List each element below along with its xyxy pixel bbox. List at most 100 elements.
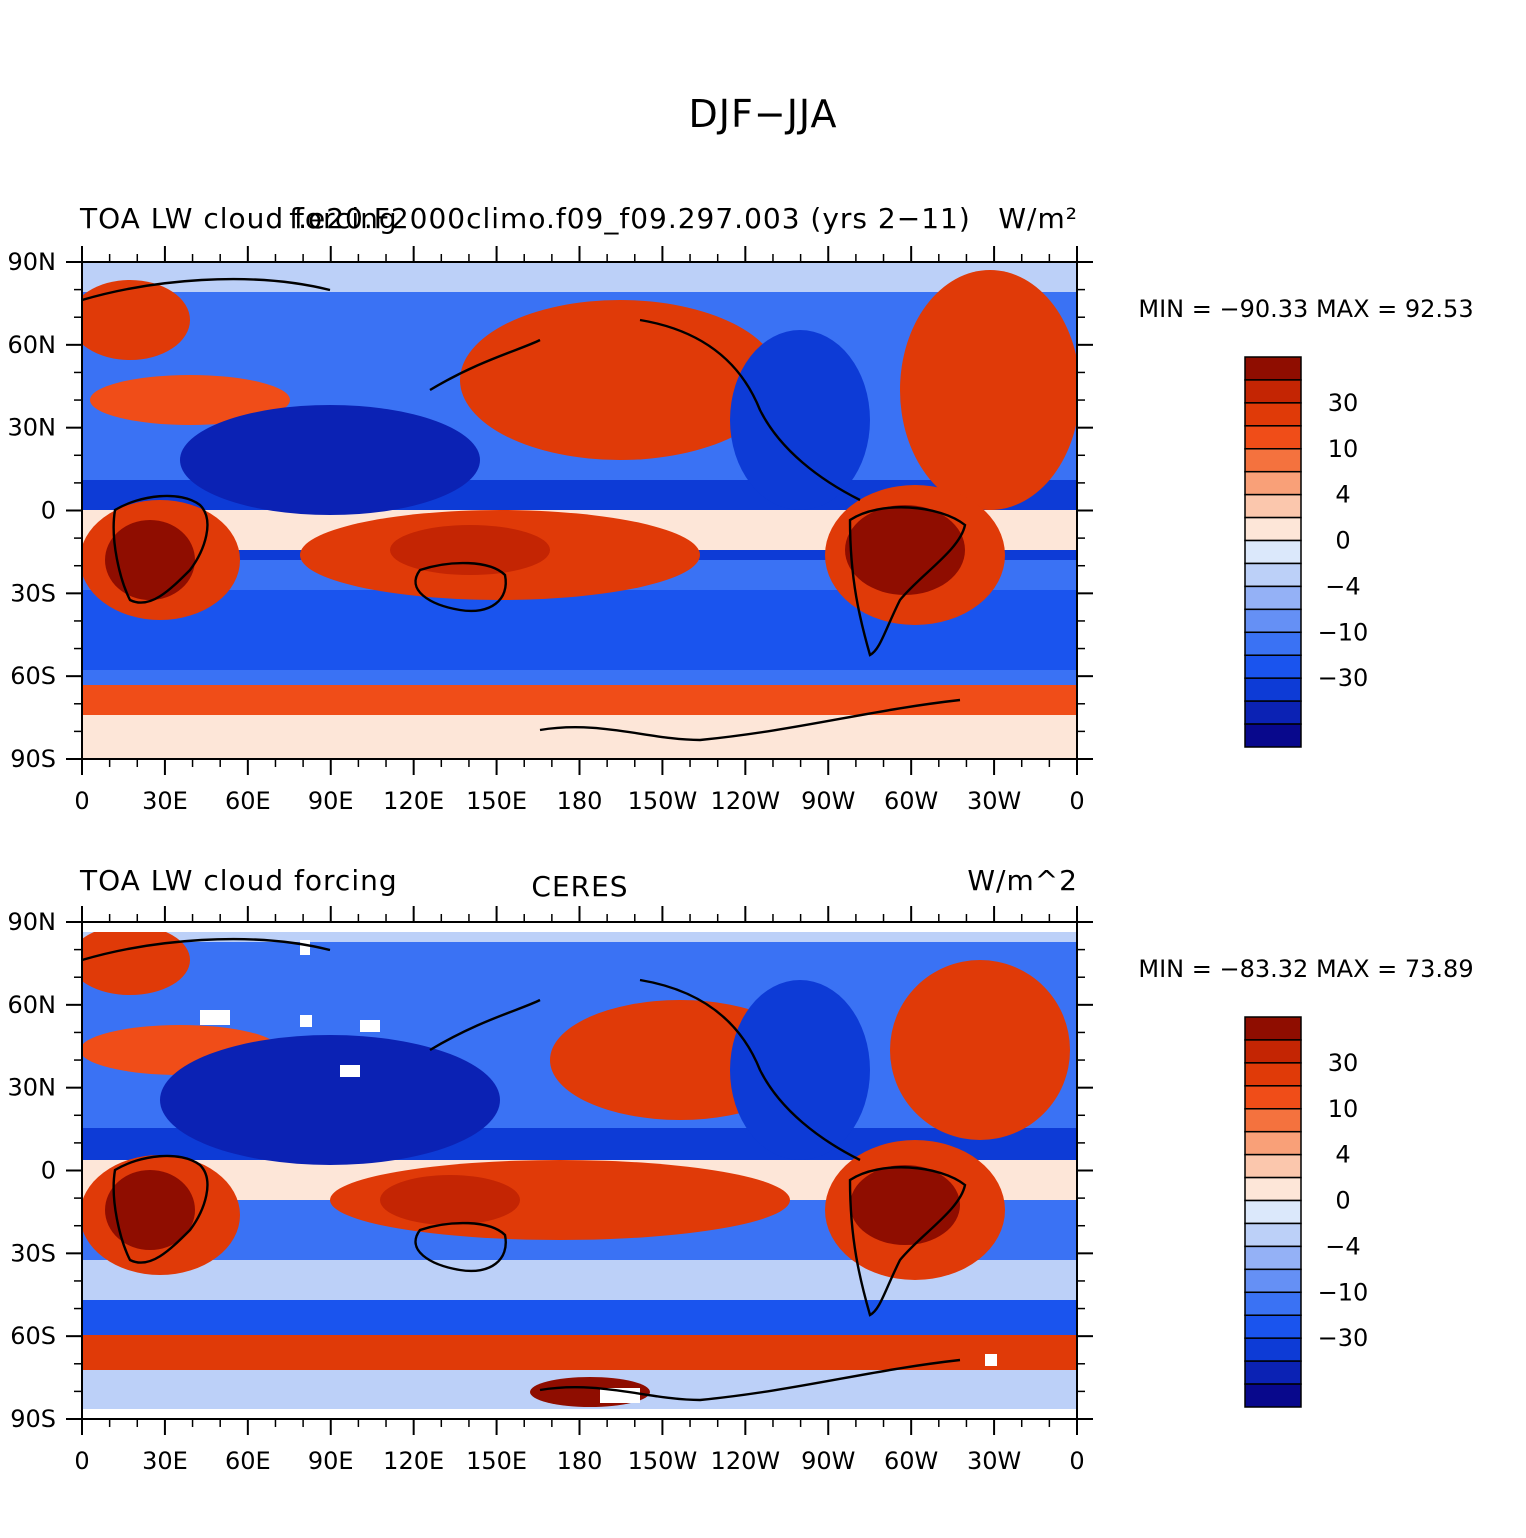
colorbar-swatch	[1244, 516, 1302, 542]
colorbar-swatch	[1244, 1085, 1302, 1110]
colorbar-swatch	[1244, 402, 1302, 427]
colorbar-swatch	[1244, 379, 1302, 404]
lat-label: 90N	[8, 248, 57, 276]
colorbar-swatch	[1244, 1245, 1302, 1271]
lat-label: 90N	[8, 908, 57, 936]
arctic-band	[82, 932, 1077, 942]
lat-label: 30S	[10, 579, 56, 607]
lon-label: 0	[1069, 787, 1084, 815]
colorbar-swatch	[1244, 562, 1302, 588]
colorbar-label: 4	[1335, 481, 1350, 509]
lat-label: 30S	[10, 1239, 56, 1267]
amazon-core-feature	[845, 505, 965, 595]
lon-label: 0	[74, 1447, 89, 1475]
lat-label: 60N	[8, 991, 57, 1019]
maritime-core-feature	[380, 1175, 520, 1225]
colorbar-swatch	[1244, 356, 1302, 381]
lon-label: 180	[557, 1447, 603, 1475]
maritime-core-feature	[390, 525, 550, 575]
lat-label: 30N	[8, 1074, 57, 1102]
lon-label: 120E	[383, 787, 444, 815]
map-panel-observed: TOA LW cloud forcing CERES W/m^2	[0, 840, 1526, 1520]
panel-right-title: W/m²	[998, 202, 1078, 235]
colorbar-label: −10	[1318, 1278, 1369, 1306]
colorbar-swatch	[1244, 1153, 1302, 1179]
colorbar-swatch	[1244, 493, 1302, 519]
colorbar-swatch	[1244, 1383, 1302, 1408]
lon-label: 150W	[628, 787, 698, 815]
colorbar-label: 30	[1328, 389, 1359, 417]
lat-label: 0	[41, 497, 56, 525]
colorbar-label: 0	[1335, 1187, 1350, 1215]
colorbar: 30 10 4 0 −4 −10 −30	[1244, 1016, 1369, 1408]
latitude-labels: 90N 60N 30N 0 30S 60S 90S	[8, 248, 57, 773]
lon-label: 60W	[884, 787, 938, 815]
colorbar-swatch	[1244, 1360, 1302, 1385]
min-max-text: MIN = −83.32 MAX = 73.89	[1138, 955, 1473, 983]
lon-label: 60E	[225, 787, 271, 815]
map-panel-svg: TOA LW cloud forcing CERES W/m^2	[8, 864, 1474, 1475]
colorbar-swatch	[1244, 1268, 1302, 1294]
colorbar-swatch	[1244, 1130, 1302, 1156]
colorbar-swatch	[1244, 425, 1302, 450]
colorbar-label: 10	[1328, 435, 1359, 463]
lon-label: 150E	[466, 787, 527, 815]
lon-label: 0	[74, 787, 89, 815]
longitude-labels: 0 30E 60E 90E 120E 150E 180 150W 120W 90W 60W 30W 0	[74, 787, 1084, 815]
colorbar-swatch	[1244, 631, 1302, 656]
lon-label: 30E	[142, 1447, 188, 1475]
colorbar-label: −30	[1318, 664, 1369, 692]
colorbar-swatch	[1244, 700, 1302, 725]
lon-label: 30W	[967, 787, 1021, 815]
coastlines	[82, 937, 967, 1402]
north-america-feature	[730, 330, 870, 510]
europe-feature	[82, 932, 190, 995]
lon-label: 30E	[142, 787, 188, 815]
map-field	[82, 932, 1077, 1409]
colorbar-swatch	[1244, 1039, 1302, 1064]
lon-label: 120W	[711, 787, 781, 815]
africa-core-feature	[105, 520, 195, 600]
southern-ocean-band	[82, 1300, 1077, 1335]
colorbar-swatch	[1244, 539, 1302, 565]
lat-label: 0	[41, 1157, 56, 1185]
europe-feature	[82, 280, 190, 360]
colorbar-swatch	[1244, 1062, 1302, 1087]
colorbar-swatch	[1244, 1222, 1302, 1248]
lon-label: 180	[557, 787, 603, 815]
lon-label: 120W	[711, 1447, 781, 1475]
panel-center-title: f.e20.F2000climo.f09_f09.297.003 (yrs 2−…	[289, 202, 971, 235]
lat-label: 90S	[10, 745, 56, 773]
colorbar-swatch	[1244, 608, 1302, 634]
mediterranean-feature	[90, 375, 290, 425]
lat-label: 60N	[8, 331, 57, 359]
colorbar-swatch	[1244, 1291, 1302, 1316]
lon-label: 120E	[383, 1447, 444, 1475]
asia-monsoon-feature	[160, 1035, 500, 1165]
colorbar-swatch	[1244, 448, 1302, 473]
colorbar-label: −30	[1318, 1324, 1369, 1352]
axis-ticks	[66, 906, 1093, 1435]
lon-label: 30W	[967, 1447, 1021, 1475]
colorbar-swatch	[1244, 654, 1302, 679]
north-atlantic-feature	[900, 270, 1077, 510]
lon-label: 90W	[801, 787, 855, 815]
lat-label: 90S	[10, 1405, 56, 1433]
colorbar-swatch	[1244, 1199, 1302, 1225]
colorbar-swatch	[1244, 1016, 1302, 1041]
colorbar-label: 0	[1335, 527, 1350, 555]
antarctic-edge-band	[82, 685, 1077, 720]
colorbar-swatch	[1244, 723, 1302, 748]
colorbar-label: −4	[1325, 572, 1360, 600]
colorbar-label: −4	[1325, 1232, 1360, 1260]
lon-label: 90E	[308, 787, 354, 815]
colorbar-label: 30	[1328, 1049, 1359, 1077]
colorbar-swatch	[1244, 677, 1302, 702]
north-atlantic-feature	[890, 960, 1070, 1140]
lat-label: 60S	[10, 662, 56, 690]
map-panel-svg: TOA LW cloud forcing f.e20.F2000climo.f0…	[8, 202, 1474, 815]
lon-label: 0	[1069, 1447, 1084, 1475]
colorbar-swatch	[1244, 470, 1302, 496]
panel-center-title: CERES	[531, 870, 628, 903]
colorbar-swatch	[1244, 1337, 1302, 1362]
